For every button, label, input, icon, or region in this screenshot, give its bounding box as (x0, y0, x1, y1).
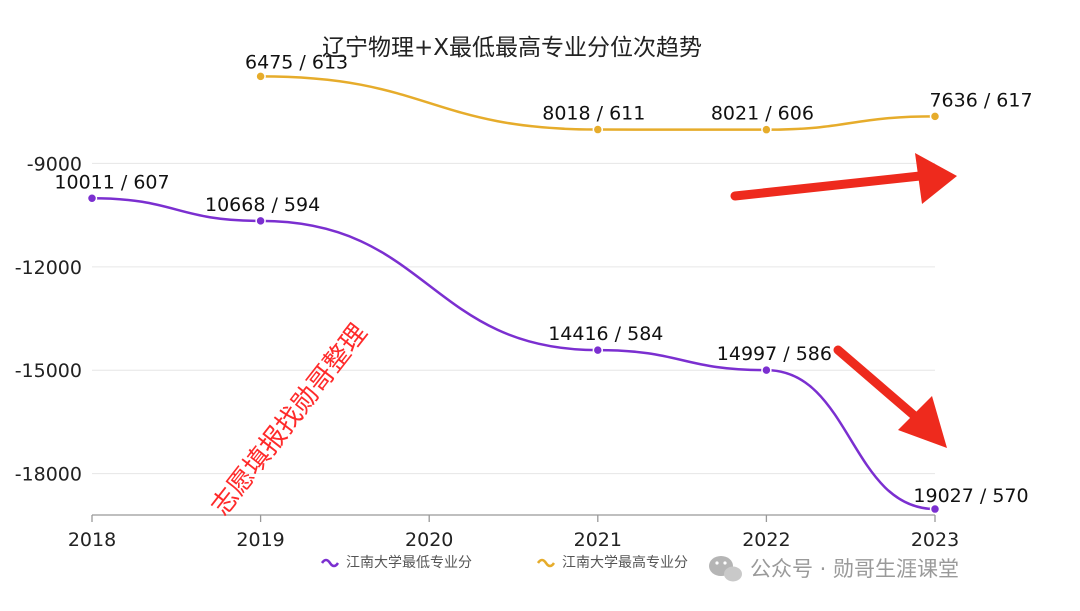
legend: 江南大学最低专业分 江南大学最高专业分 (320, 554, 688, 571)
data-point[interactable] (929, 111, 941, 122)
data-point[interactable] (761, 124, 772, 135)
series-line-1 (260, 75, 936, 131)
legend-item-min[interactable]: 江南大学最低专业分 (320, 555, 472, 571)
y-tick-label: -18000 (15, 464, 82, 486)
data-point[interactable] (761, 364, 772, 376)
data-labels: 10011 / 607 10668 / 594 14416 / 584 14997 /… (54, 51, 1032, 507)
y-tick-label: -15000 (15, 360, 82, 382)
account-watermark: 公众号 · 勋哥生涯课堂 (709, 556, 959, 582)
legend-min-icon (320, 558, 340, 568)
x-tick-label: 2018 (68, 529, 116, 551)
chart-title: 辽宁物理+X最低最高专业分位次趋势 (322, 35, 702, 61)
data-point[interactable] (255, 215, 266, 227)
x-tick-label: 2019 (236, 529, 284, 551)
y-tick-label: -12000 (15, 257, 82, 279)
legend-max-label: 江南大学最高专业分 (562, 554, 688, 571)
x-tick-label: 2022 (742, 529, 790, 551)
x-tick-label: 2020 (405, 529, 453, 551)
data-point[interactable] (86, 193, 98, 204)
series-line-0 (91, 197, 936, 511)
data-label: 19027 / 570 (913, 485, 1028, 507)
arrow-down-right (833, 345, 947, 448)
diagonal-annotation: 志愿填报找勋哥整理 (206, 319, 374, 522)
data-label: 7636 / 617 (929, 89, 1032, 111)
data-point[interactable] (255, 71, 266, 82)
grid-lines (92, 162, 935, 475)
data-point[interactable] (592, 124, 604, 135)
data-label: 8021 / 606 (711, 103, 814, 125)
data-label: 6475 / 613 (245, 51, 348, 73)
data-label: 10668 / 594 (205, 194, 320, 216)
x-tick-label: 2021 (574, 529, 622, 551)
data-label: 8018 / 611 (542, 103, 645, 125)
wechat-icon (709, 556, 742, 582)
data-point[interactable] (929, 503, 941, 515)
data-label: 10011 / 607 (54, 171, 169, 193)
arrow-up-right (730, 153, 957, 204)
series-layer (86, 71, 941, 515)
legend-min-label: 江南大学最低专业分 (346, 555, 472, 571)
x-axis: -9000 -12000 -15000 -18000 2018 2019 2020 2021 2… (15, 153, 959, 551)
account-text: 公众号 · 勋哥生涯课堂 (750, 557, 959, 581)
legend-item-max[interactable]: 江南大学最高专业分 (536, 554, 688, 571)
legend-max-icon (536, 558, 556, 568)
data-label: 14416 / 584 (548, 323, 663, 345)
data-label: 14997 / 586 (717, 343, 832, 365)
x-tick-label: 2023 (911, 529, 959, 551)
data-point[interactable] (592, 344, 604, 356)
y-tick-label: -9000 (27, 153, 82, 175)
